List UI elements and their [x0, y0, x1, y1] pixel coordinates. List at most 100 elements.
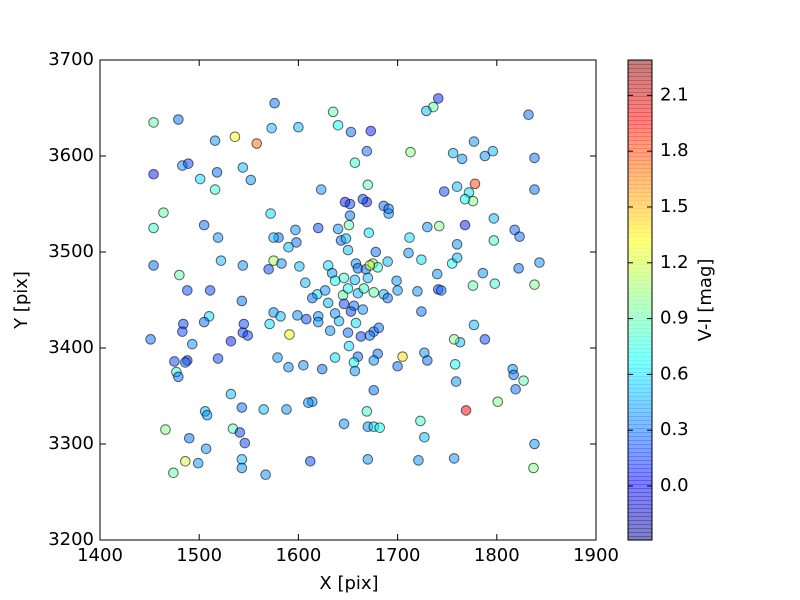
scatter-point [350, 317, 362, 329]
colorbar-segment [628, 164, 652, 169]
colorbar-segment [628, 108, 652, 113]
scatter-point [198, 316, 210, 328]
colorbar-segment [628, 468, 652, 473]
scatter-point [469, 178, 481, 190]
colorbar-segment [628, 184, 652, 189]
scatter-point [145, 334, 156, 345]
scatter-point [404, 232, 415, 243]
colorbar-tick-label: 1.2 [660, 252, 689, 273]
scatter-point [290, 224, 301, 236]
colorbar-segment [628, 60, 652, 65]
scatter-point [518, 375, 529, 386]
colorbar-segment [628, 128, 652, 133]
colorbar-segment [628, 140, 652, 145]
colorbar-segment [628, 360, 652, 365]
scatter-point [258, 404, 269, 415]
scatter-point [229, 131, 241, 143]
scatter-point [169, 356, 180, 367]
colorbar-frame [627, 59, 653, 541]
scatter-point [272, 352, 283, 363]
colorbar-tick-label: 0.3 [660, 419, 689, 440]
scatter-point [362, 454, 374, 465]
scatter-point [364, 260, 376, 271]
colorbar-segment [628, 364, 652, 369]
colorbar-segment [628, 112, 652, 117]
colorbar-segment [628, 116, 652, 121]
colorbar-segment [628, 372, 652, 377]
colorbar-tick-label: 0.6 [660, 363, 689, 384]
scatter-point [435, 285, 447, 296]
colorbar-segment [628, 260, 652, 265]
colorbar-segment [628, 456, 652, 461]
colorbar-segment [628, 192, 652, 197]
colorbar-segment [628, 448, 652, 453]
colorbar-segment [628, 320, 652, 325]
colorbar-segment [628, 412, 652, 417]
colorbar-segment [628, 312, 652, 317]
colorbar-segment [628, 432, 652, 437]
colorbar-segment [628, 332, 652, 337]
colorbar-segment [628, 124, 652, 129]
scatter-point [168, 467, 179, 479]
scatter-point [492, 396, 504, 408]
scatter-point [349, 365, 361, 377]
y-tick-label: 3500 [48, 241, 94, 262]
scatter-point [467, 280, 479, 291]
scatter-point [303, 397, 314, 409]
scatter-point [508, 369, 519, 381]
scatter-point [324, 325, 336, 337]
scatter-point [181, 285, 193, 296]
scatter-point [265, 208, 276, 219]
scatter-point [451, 252, 463, 264]
scatter-point [523, 109, 534, 121]
scatter-point [392, 360, 403, 372]
scatter-point [383, 203, 394, 215]
scatter-point [211, 167, 223, 178]
scatter-point [510, 383, 521, 395]
colorbar-segment [628, 436, 652, 441]
colorbar-segment [628, 428, 652, 433]
colorbar-tick-label: 1.5 [660, 196, 689, 217]
colorbar-tick-label: 1.8 [660, 140, 689, 161]
scatter-point [373, 322, 385, 334]
scatter-point [264, 318, 275, 330]
scatter-point [198, 219, 210, 231]
scatter-point [292, 310, 303, 321]
scatter-point [234, 427, 246, 438]
scatter-point [370, 246, 382, 258]
colorbar-segment [628, 92, 652, 97]
plot-frame [99, 59, 597, 541]
scatter-point [368, 384, 380, 396]
colorbar-segment [628, 152, 652, 157]
colorbar-segment [628, 232, 652, 237]
scatter-point [342, 283, 354, 294]
scatter-point [431, 268, 443, 280]
scatter-point [405, 146, 416, 158]
scatter-point [448, 453, 460, 464]
scatter-point [194, 173, 206, 185]
scatter-point [368, 355, 380, 366]
colorbar-segment [628, 380, 652, 385]
scatter-point [416, 306, 427, 317]
colorbar-segment [628, 340, 652, 345]
colorbar-segment [628, 288, 652, 293]
scatter-point [237, 162, 249, 173]
colorbar-segment [628, 296, 652, 301]
colorbar-segment [628, 396, 652, 401]
colorbar-segment [628, 268, 652, 273]
scatter-point [479, 150, 491, 162]
scatter-point [419, 431, 430, 443]
scatter-point [260, 469, 271, 481]
colorbar-segment [628, 368, 652, 373]
colorbar-segment [628, 156, 652, 161]
colorbar-segment [628, 160, 652, 165]
scatter-point [529, 152, 540, 164]
scatter-point [338, 298, 350, 310]
colorbar-segment [628, 148, 652, 153]
scatter-point [361, 406, 373, 417]
colorbar-segment [628, 76, 652, 81]
colorbar-segment [628, 224, 652, 229]
scatter-point [488, 235, 500, 246]
colorbar-segment [628, 212, 652, 217]
scatter-point [315, 184, 327, 195]
